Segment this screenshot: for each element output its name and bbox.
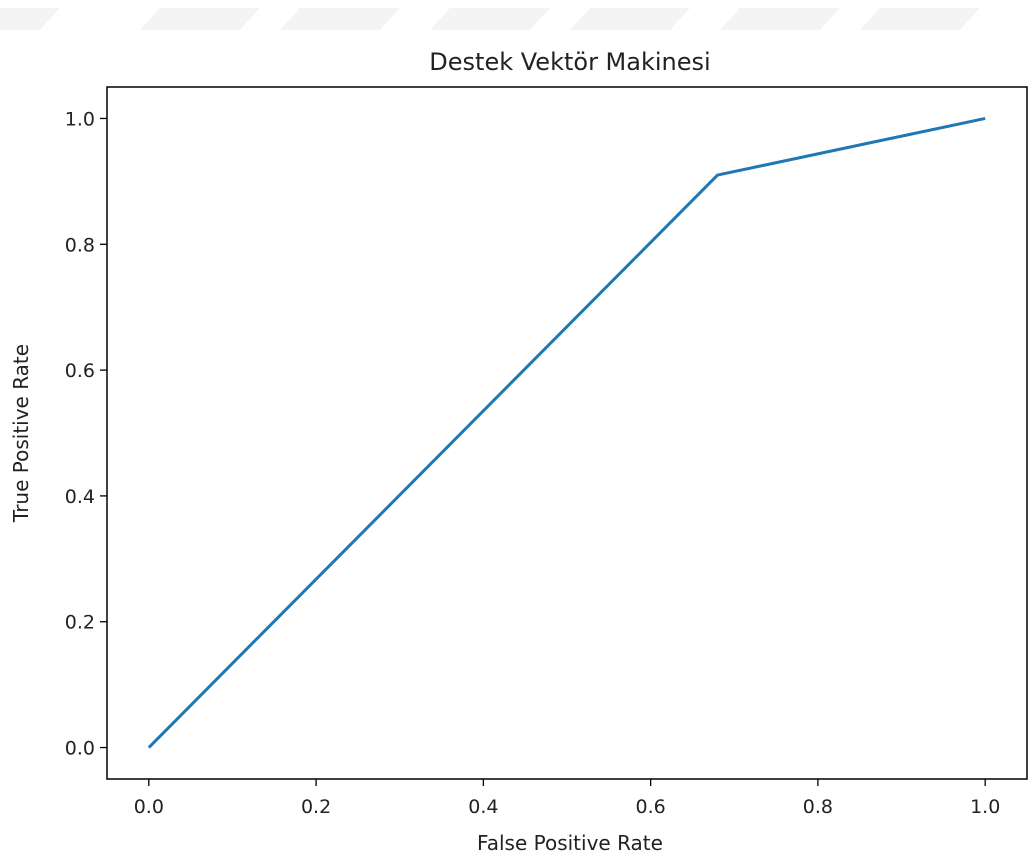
x-axis-label: False Positive Rate <box>477 831 663 855</box>
y-tick-label: 1.0 <box>65 108 95 130</box>
watermark-banding <box>0 8 980 30</box>
y-axis-ticks: 0.0 0.2 0.4 0.6 0.8 1.0 <box>65 108 107 760</box>
x-tick-label: 0.6 <box>636 796 666 818</box>
x-tick-label: 0.4 <box>468 796 498 818</box>
x-tick-label: 1.0 <box>970 796 1000 818</box>
x-tick-label: 0.0 <box>134 796 164 818</box>
chart-title: Destek Vektör Makinesi <box>429 48 710 76</box>
series-layer <box>147 116 986 749</box>
plot-area-frame <box>106 86 1028 780</box>
y-tick-label: 0.4 <box>65 486 95 508</box>
y-tick-label: 0.8 <box>65 234 95 256</box>
x-axis-ticks: 0.0 0.2 0.4 0.6 0.8 1.0 <box>134 779 1000 818</box>
y-tick-label: 0.0 <box>65 738 95 760</box>
y-axis-label: True Positive Rate <box>9 344 33 523</box>
x-tick-label: 0.8 <box>803 796 833 818</box>
y-tick-label: 0.6 <box>65 360 95 382</box>
x-tick-label: 0.2 <box>301 796 331 818</box>
series-line <box>147 116 986 749</box>
y-tick-label: 0.2 <box>65 612 95 634</box>
